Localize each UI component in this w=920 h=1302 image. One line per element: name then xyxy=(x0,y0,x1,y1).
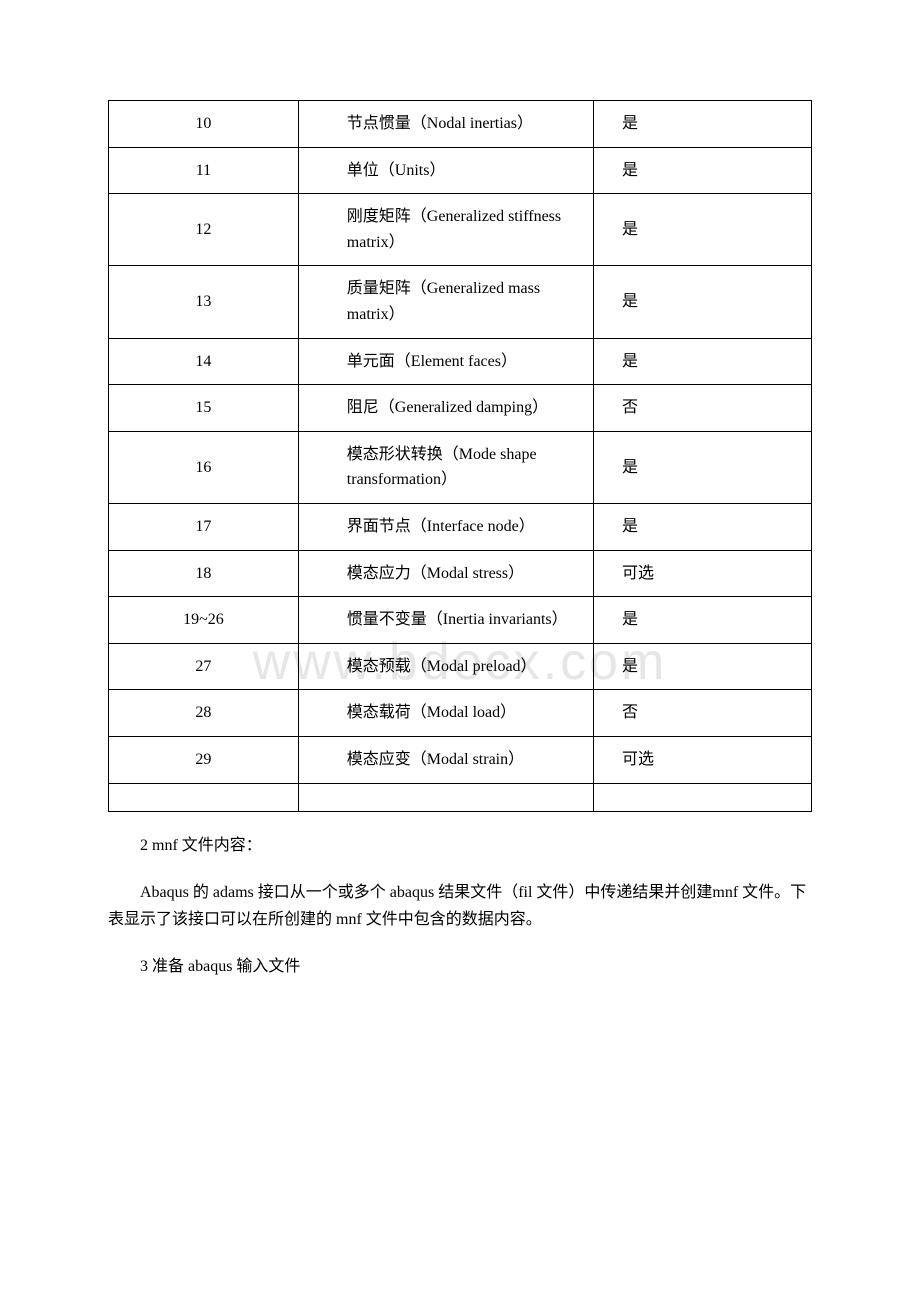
cell-flag: 否 xyxy=(594,385,812,432)
cell-index: 17 xyxy=(109,503,299,550)
table-row: 29 模态应变（Modal strain） 可选 xyxy=(109,736,812,783)
cell-desc: 节点惯量（Nodal inertias） xyxy=(298,101,593,148)
cell-desc: 界面节点（Interface node） xyxy=(298,503,593,550)
cell-flag: 是 xyxy=(594,597,812,644)
cell-desc: 单元面（Element faces） xyxy=(298,338,593,385)
table-row: 17 界面节点（Interface node） 是 xyxy=(109,503,812,550)
table-row: 19~26 惯量不变量（Inertia invariants） 是 xyxy=(109,597,812,644)
cell-empty xyxy=(109,783,299,811)
table-row-empty xyxy=(109,783,812,811)
cell-flag: 是 xyxy=(594,194,812,266)
table-row: 13 质量矩阵（Generalized mass matrix） 是 xyxy=(109,266,812,338)
table-row: 18 模态应力（Modal stress） 可选 xyxy=(109,550,812,597)
cell-flag: 是 xyxy=(594,431,812,503)
cell-desc: 惯量不变量（Inertia invariants） xyxy=(298,597,593,644)
table-body: 10 节点惯量（Nodal inertias） 是 11 单位（Units） 是… xyxy=(109,101,812,812)
cell-flag: 可选 xyxy=(594,550,812,597)
cell-flag: 是 xyxy=(594,101,812,148)
cell-empty xyxy=(298,783,593,811)
table-row: 14 单元面（Element faces） 是 xyxy=(109,338,812,385)
cell-index: 27 xyxy=(109,643,299,690)
cell-flag: 是 xyxy=(594,338,812,385)
cell-desc: 模态形状转换（Mode shape transformation） xyxy=(298,431,593,503)
paragraph-3: 3 准备 abaqus 输入文件 xyxy=(108,953,812,980)
data-table: 10 节点惯量（Nodal inertias） 是 11 单位（Units） 是… xyxy=(108,100,812,812)
table-row: 27 模态预载（Modal preload） 是 xyxy=(109,643,812,690)
cell-desc: 模态载荷（Modal load） xyxy=(298,690,593,737)
cell-index: 29 xyxy=(109,736,299,783)
cell-flag: 是 xyxy=(594,266,812,338)
cell-index: 16 xyxy=(109,431,299,503)
cell-index: 28 xyxy=(109,690,299,737)
cell-empty xyxy=(594,783,812,811)
paragraph-1: 2 mnf 文件内容： xyxy=(108,832,812,859)
cell-desc: 刚度矩阵（Generalized stiffness matrix） xyxy=(298,194,593,266)
table-row: 12 刚度矩阵（Generalized stiffness matrix） 是 xyxy=(109,194,812,266)
cell-index: 10 xyxy=(109,101,299,148)
cell-flag: 否 xyxy=(594,690,812,737)
cell-index: 18 xyxy=(109,550,299,597)
cell-flag: 是 xyxy=(594,643,812,690)
cell-index: 19~26 xyxy=(109,597,299,644)
table-row: 11 单位（Units） 是 xyxy=(109,147,812,194)
cell-flag: 是 xyxy=(594,147,812,194)
cell-index: 15 xyxy=(109,385,299,432)
table-row: 15 阻尼（Generalized damping） 否 xyxy=(109,385,812,432)
cell-index: 11 xyxy=(109,147,299,194)
cell-desc: 质量矩阵（Generalized mass matrix） xyxy=(298,266,593,338)
cell-desc: 模态预载（Modal preload） xyxy=(298,643,593,690)
cell-index: 12 xyxy=(109,194,299,266)
cell-flag: 可选 xyxy=(594,736,812,783)
cell-desc: 模态应力（Modal stress） xyxy=(298,550,593,597)
cell-desc: 模态应变（Modal strain） xyxy=(298,736,593,783)
cell-flag: 是 xyxy=(594,503,812,550)
cell-desc: 单位（Units） xyxy=(298,147,593,194)
table-row: 10 节点惯量（Nodal inertias） 是 xyxy=(109,101,812,148)
table-row: 16 模态形状转换（Mode shape transformation） 是 xyxy=(109,431,812,503)
paragraph-2: Abaqus 的 adams 接口从一个或多个 abaqus 结果文件（fil … xyxy=(108,879,812,933)
cell-desc: 阻尼（Generalized damping） xyxy=(298,385,593,432)
table-row: 28 模态载荷（Modal load） 否 xyxy=(109,690,812,737)
cell-index: 13 xyxy=(109,266,299,338)
cell-index: 14 xyxy=(109,338,299,385)
